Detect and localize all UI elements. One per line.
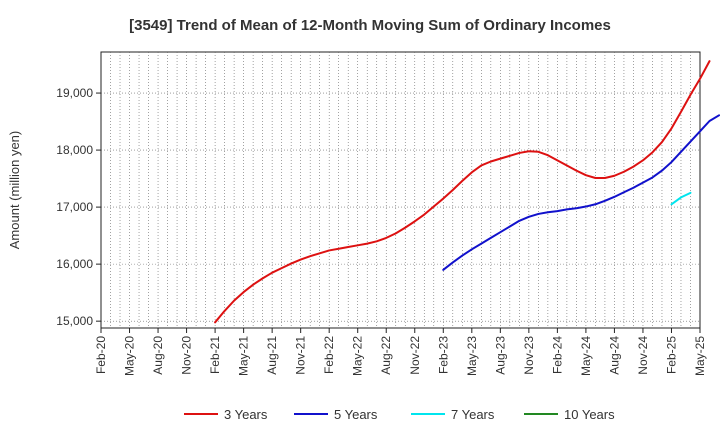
x-tick-label: Feb-21 [208,336,222,374]
legend-label: 7 Years [451,407,495,422]
x-tick-label: May-20 [123,336,137,376]
x-tick-label: Aug-23 [493,336,507,375]
x-tick-label: Aug-24 [607,336,621,375]
x-tick-label: Nov-21 [294,336,308,375]
x-tick-label: Aug-21 [265,336,279,375]
y-tick-label: 17,000 [56,200,93,214]
legend: 3 Years 5 Years 7 Years 10 Years [184,407,615,422]
y-tick-label: 19,000 [56,86,93,100]
x-tick-label: May-23 [465,336,479,376]
x-tick-label: May-21 [237,336,251,376]
series-line-3-years [214,60,711,324]
x-tick-label: May-22 [351,336,365,376]
x-tick-label: Feb-22 [322,336,336,374]
x-tick-label: Feb-20 [94,336,108,374]
x-tick-label: Nov-24 [636,336,650,375]
x-tick-label: May-24 [579,336,593,376]
plot-area [100,51,701,329]
x-axis-ticks: Feb-20 May-20 Aug-20 Nov-20 Feb-21 May-21 Aug-… [94,328,707,376]
legend-label: 5 Years [334,407,378,422]
y-axis-label: Amount (million yen) [7,131,22,250]
series-line-5-years [442,114,720,271]
x-tick-label: Nov-22 [408,336,422,375]
y-axis-ticks: 15,000 16,000 17,000 18,000 19,000 [56,86,101,328]
x-tick-label: May-25 [693,336,707,376]
x-tick-label: Aug-20 [151,336,165,375]
x-tick-label: Feb-25 [664,336,678,374]
y-tick-label: 15,000 [56,314,93,328]
y-tick-label: 18,000 [56,143,93,157]
x-tick-label: Feb-24 [550,336,564,374]
chart-title: [3549] Trend of Mean of 12-Month Moving … [129,17,611,34]
legend-label: 10 Years [564,407,615,422]
y-tick-label: 16,000 [56,257,93,271]
series-line-7-years [670,191,692,206]
series-lines [214,60,720,324]
x-tick-label: Feb-23 [436,336,450,374]
legend-label: 3 Years [224,407,268,422]
x-tick-label: Aug-22 [379,336,393,375]
x-tick-label: Nov-23 [522,336,536,375]
x-tick-label: Nov-20 [180,336,194,375]
